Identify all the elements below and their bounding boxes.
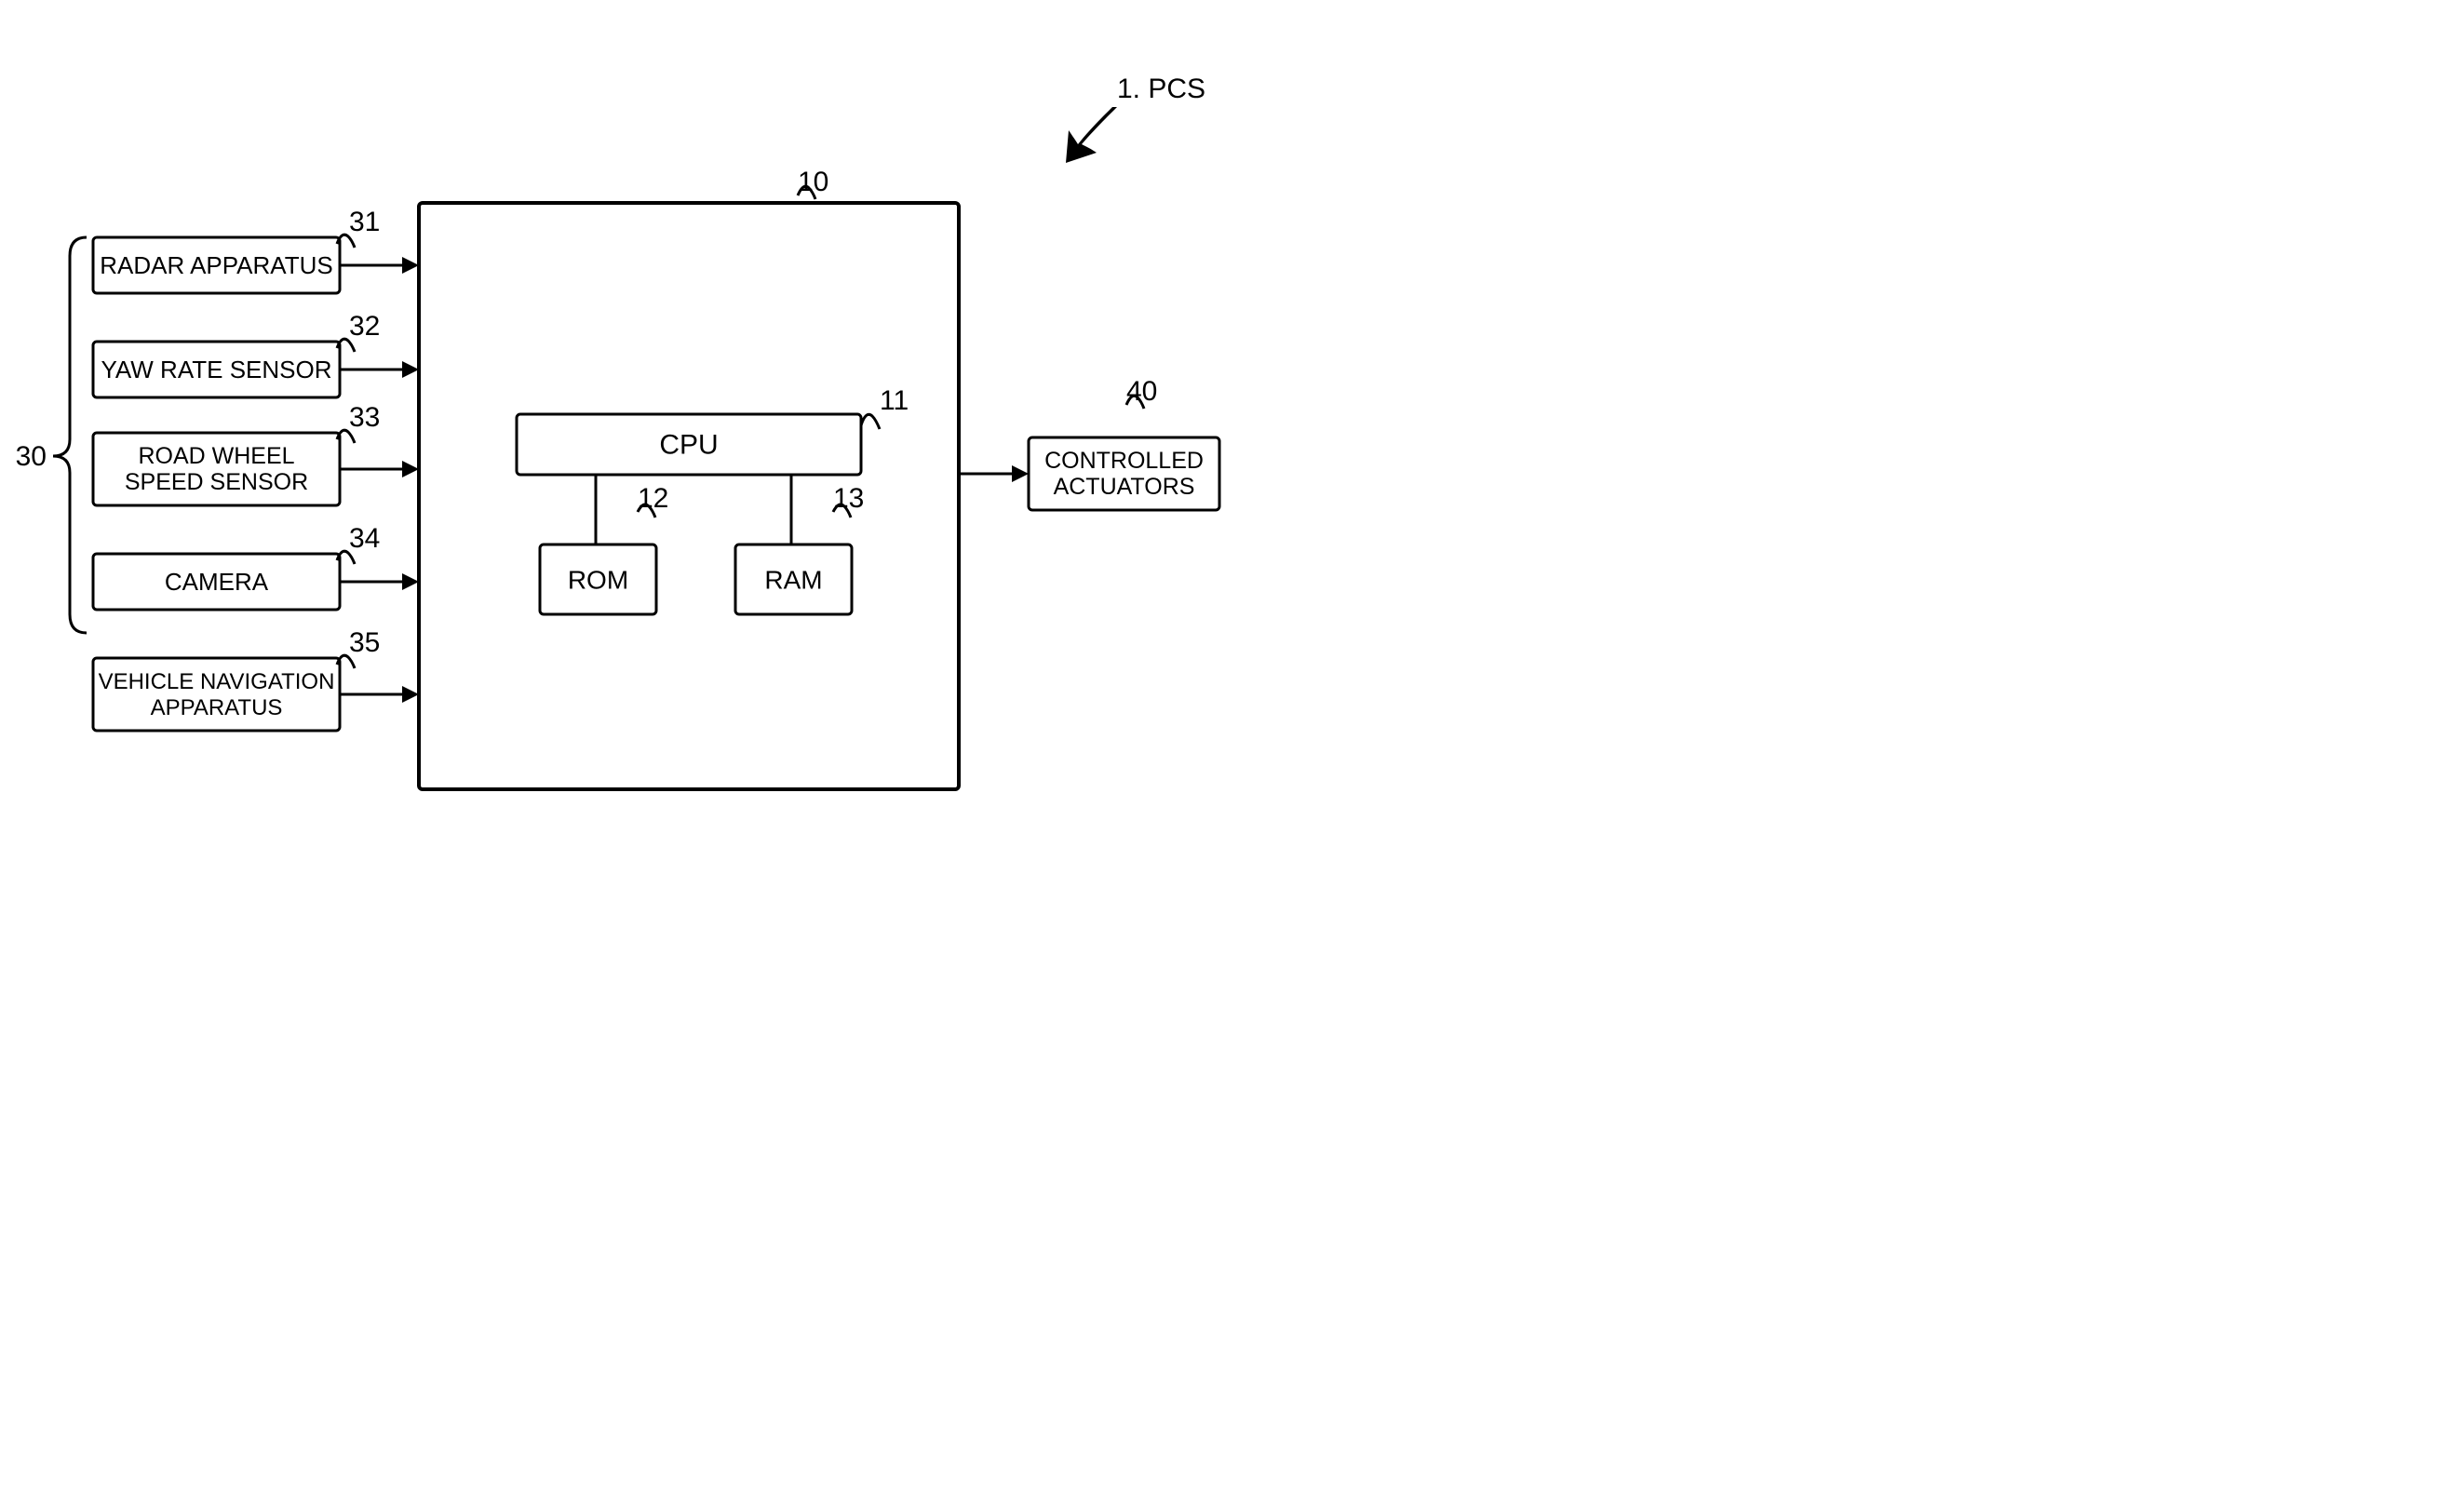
sensor-ref-radar: 31 <box>349 207 380 237</box>
rom-label: ROM <box>568 566 628 595</box>
title-label: 1. PCS <box>1117 74 1205 104</box>
sensor-label-nav-1: VEHICLE NAVIGATION <box>99 669 335 694</box>
sensor-label-radar: RADAR APPARATUS <box>100 251 332 279</box>
output-label-1: CONTROLLED <box>1044 448 1204 474</box>
ram-label: RAM <box>764 566 822 595</box>
ram-ref: 13 <box>833 483 864 514</box>
title-pointer <box>1066 107 1117 163</box>
sensor-label-nav-2: APPARATUS <box>151 695 283 720</box>
output-label-2: ACTUATORS <box>1054 474 1195 500</box>
sensor-brace <box>53 237 87 633</box>
sensor-label-camera: CAMERA <box>165 568 269 596</box>
sensor-ref-wheel: 33 <box>349 402 380 433</box>
sensor-label-wheel-1: ROAD WHEEL <box>138 443 294 469</box>
sensor-label-yaw: YAW RATE SENSOR <box>101 356 332 383</box>
ecu-box <box>419 203 959 789</box>
sensor-group-ref: 30 <box>16 441 47 472</box>
sensor-label-wheel-2: SPEED SENSOR <box>125 469 308 495</box>
sensor-ref-nav: 35 <box>349 627 380 658</box>
sensor-ref-yaw: 32 <box>349 311 380 342</box>
sensor-ref-camera: 34 <box>349 523 380 554</box>
rom-ref: 12 <box>638 483 668 514</box>
cpu-label: CPU <box>659 430 718 461</box>
cpu-ref: 11 <box>880 385 909 416</box>
